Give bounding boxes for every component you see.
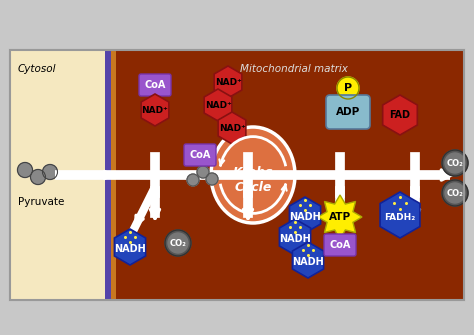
Circle shape xyxy=(442,150,468,176)
Text: NAD⁺: NAD⁺ xyxy=(215,77,241,86)
Text: NAD⁺: NAD⁺ xyxy=(205,100,231,110)
FancyBboxPatch shape xyxy=(326,95,370,129)
Text: Mitochondrial matrix: Mitochondrial matrix xyxy=(240,64,348,74)
Text: ATP: ATP xyxy=(329,212,351,222)
FancyBboxPatch shape xyxy=(184,144,216,166)
FancyBboxPatch shape xyxy=(324,234,356,256)
Polygon shape xyxy=(114,229,146,265)
Text: NAD⁺: NAD⁺ xyxy=(142,106,168,115)
Polygon shape xyxy=(318,195,362,239)
Polygon shape xyxy=(380,192,420,238)
Text: CoA: CoA xyxy=(189,150,210,160)
Text: Krebs
Cycle: Krebs Cycle xyxy=(233,166,273,194)
Text: CO₂: CO₂ xyxy=(170,239,186,248)
Text: NADH: NADH xyxy=(292,257,324,267)
Text: CO₂: CO₂ xyxy=(447,158,464,168)
Ellipse shape xyxy=(211,127,295,223)
Circle shape xyxy=(206,173,218,185)
Circle shape xyxy=(337,77,359,99)
Circle shape xyxy=(445,153,465,173)
Text: FADH₂: FADH₂ xyxy=(384,212,416,221)
Text: NADH: NADH xyxy=(114,244,146,254)
Circle shape xyxy=(442,180,468,206)
Circle shape xyxy=(18,162,33,178)
Polygon shape xyxy=(204,89,232,121)
Polygon shape xyxy=(292,242,324,278)
Text: CoA: CoA xyxy=(144,80,166,90)
Text: Cytosol: Cytosol xyxy=(18,64,56,74)
FancyBboxPatch shape xyxy=(111,50,116,300)
Circle shape xyxy=(445,183,465,203)
FancyBboxPatch shape xyxy=(10,50,464,300)
Polygon shape xyxy=(383,95,417,135)
FancyBboxPatch shape xyxy=(10,50,105,300)
Text: ADP: ADP xyxy=(336,107,360,117)
Text: NAD⁺: NAD⁺ xyxy=(219,124,246,133)
Circle shape xyxy=(165,230,191,256)
Polygon shape xyxy=(214,66,242,98)
Text: FAD: FAD xyxy=(390,110,410,120)
Circle shape xyxy=(30,170,46,185)
Text: NADH: NADH xyxy=(279,234,311,244)
Polygon shape xyxy=(290,197,320,233)
FancyBboxPatch shape xyxy=(139,74,171,96)
Polygon shape xyxy=(279,219,310,255)
FancyBboxPatch shape xyxy=(105,50,464,300)
Circle shape xyxy=(43,164,57,180)
Polygon shape xyxy=(141,94,169,126)
Text: Pyruvate: Pyruvate xyxy=(18,197,64,207)
Text: CO₂: CO₂ xyxy=(447,189,464,198)
Circle shape xyxy=(187,174,199,186)
Circle shape xyxy=(168,233,188,253)
Circle shape xyxy=(197,166,209,178)
Polygon shape xyxy=(218,112,246,144)
Text: P: P xyxy=(344,83,352,93)
Text: NADH: NADH xyxy=(289,212,321,222)
FancyBboxPatch shape xyxy=(105,50,111,300)
Text: CoA: CoA xyxy=(329,240,351,250)
